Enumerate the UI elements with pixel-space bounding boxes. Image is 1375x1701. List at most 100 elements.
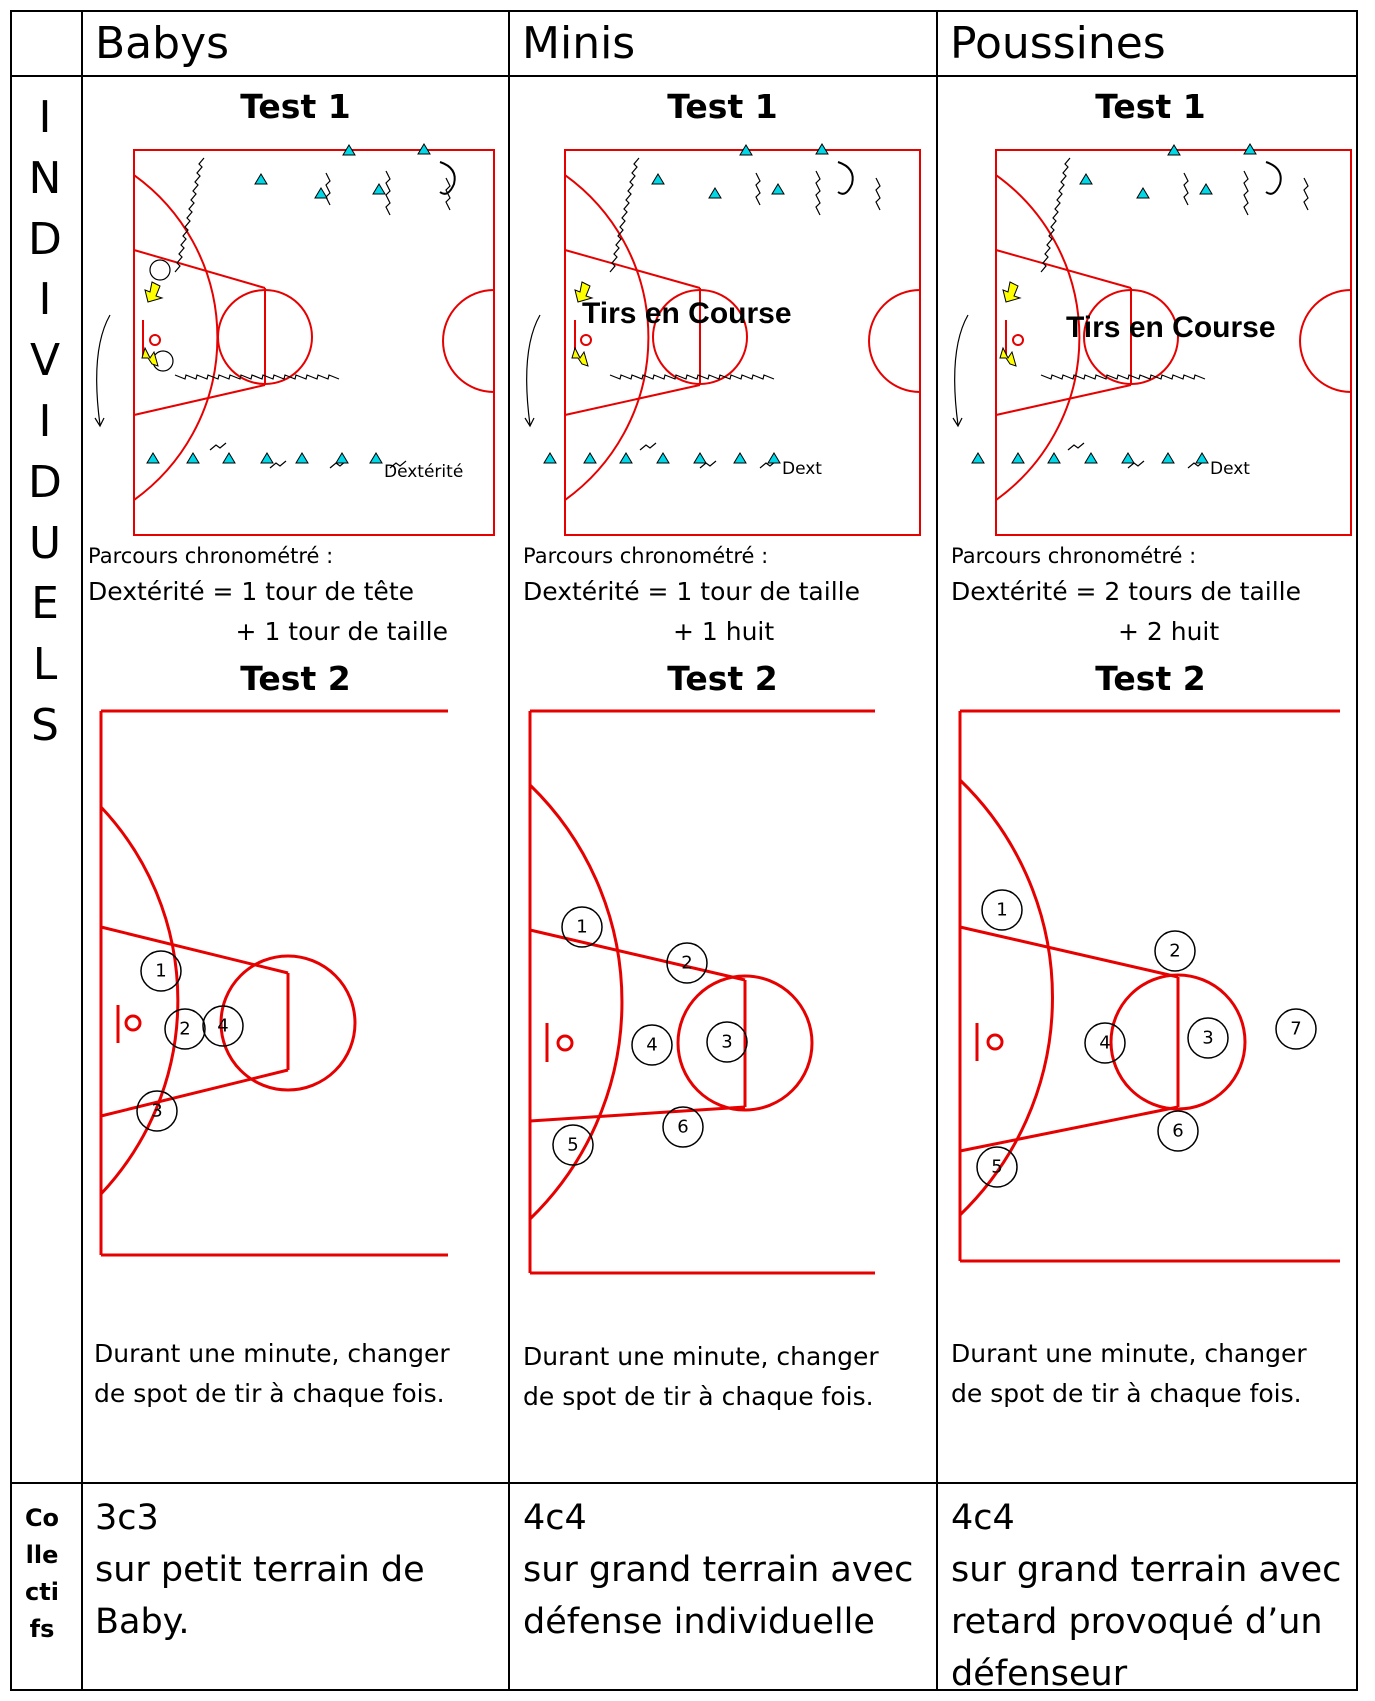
shooting-spot-4: 4 [1099, 1033, 1110, 1054]
table-border-bottom [10, 1689, 1358, 1691]
row-label-letter: I [38, 274, 52, 326]
row-label-letter: S [31, 699, 59, 751]
collectif-text-poussines: 4c4 sur grand terrain avec retard provoq… [951, 1492, 1351, 1700]
collectif-line: 3c3 [95, 1498, 159, 1538]
collectif-line: sur grand terrain avec [951, 1550, 1342, 1590]
collectif-line: 4c4 [951, 1498, 1015, 1538]
test2-caption-poussines: Durant une minute, changer de spot de ti… [951, 1334, 1351, 1414]
shooting-spot-4: 4 [646, 1035, 657, 1056]
shooting-spot-4: 4 [217, 1016, 228, 1037]
test1-overlay-label-poussines: Tirs en Course [1066, 311, 1276, 344]
collectif-text-minis: 4c4 sur grand terrain avec défense indiv… [523, 1492, 933, 1648]
caption-line: de spot de tir à chaque fois. [523, 1382, 874, 1411]
row-label-individuels: I N D I V I D U E L S [20, 88, 70, 757]
test1-overlay-label-minis: Tirs en Course [582, 297, 792, 330]
caption-line: Durant une minute, changer [94, 1339, 450, 1368]
shooting-spot-2: 2 [179, 1019, 190, 1040]
test2-court-diagram-minis: 1 2 3 4 5 6 [528, 709, 875, 1275]
collectif-line: sur petit terrain de [95, 1550, 425, 1590]
collectif-line: défense individuelle [523, 1602, 875, 1642]
test1-court-diagram-babys: Dextérité [94, 143, 495, 536]
test2-court-diagram-poussines: 1 2 3 4 5 6 7 [958, 709, 1340, 1263]
test1-caption-detail-minis: Dextérité = 1 tour de taille + 1 huit [523, 572, 933, 652]
shooting-spot-3: 3 [151, 1101, 162, 1122]
shooting-spot-7: 7 [1290, 1019, 1301, 1040]
test2-caption-babys: Durant une minute, changer de spot de ti… [94, 1334, 504, 1414]
caption-line: Dextérité = 1 tour de taille [523, 577, 860, 606]
test2-title-poussines: Test 2 [1095, 659, 1206, 698]
caption-line: Parcours chronométré : [88, 544, 334, 568]
row-label-letter: I [38, 92, 52, 143]
test2-court-diagram-babys: 1 2 3 4 [99, 709, 448, 1257]
caption-line: Dextérité = 1 tour de tête [88, 577, 415, 606]
shooting-spot-2: 2 [681, 953, 692, 974]
test1-title-poussines: Test 1 [1095, 87, 1206, 126]
row-label-letter: V [29, 335, 61, 387]
row-divider-header [10, 75, 1358, 77]
test1-court-diagram-poussines: Tirs en Course Dext [952, 143, 1352, 536]
caption-line: Durant une minute, changer [523, 1342, 879, 1371]
caption-line: de spot de tir à chaque fois. [94, 1379, 445, 1408]
test1-caption-babys: Parcours chronométré : [88, 541, 503, 571]
collectif-line: défenseur [951, 1654, 1128, 1694]
caption-line: + 2 huit [1118, 617, 1220, 646]
test2-caption-minis: Durant une minute, changer de spot de ti… [523, 1337, 933, 1417]
row-label-letter: U [28, 517, 62, 569]
dexterite-label: Dext [1210, 459, 1250, 479]
row-label-fragment: lle [25, 1541, 59, 1569]
caption-line: + 1 huit [673, 617, 775, 646]
column-divider-1 [81, 10, 83, 1691]
row-label-letter: D [28, 456, 62, 508]
caption-line: Parcours chronométré : [951, 544, 1197, 568]
caption-line: + 1 tour de taille [235, 617, 448, 646]
collectif-text-babys: 3c3 sur petit terrain de Baby. [95, 1492, 500, 1648]
dexterite-label: Dextérité [384, 462, 463, 482]
row-label-letter: N [28, 152, 62, 204]
shooting-spot-5: 5 [991, 1157, 1002, 1178]
collectif-line: Baby. [95, 1602, 190, 1642]
test1-court-diagram-minis: Tirs en Course Dext [524, 143, 921, 536]
collectif-line: 4c4 [523, 1498, 587, 1538]
row-label-letter: E [31, 578, 59, 630]
table-border-right [1356, 10, 1358, 1691]
row-label-fragment: Co [24, 1504, 60, 1532]
shooting-spot-6: 6 [677, 1117, 688, 1138]
shooting-spot-3: 3 [721, 1032, 732, 1053]
column-header-minis: Minis [522, 18, 636, 69]
collectif-line: sur grand terrain avec [523, 1550, 914, 1590]
row-label-letter: I [38, 395, 52, 447]
table-border-left [10, 10, 12, 1691]
caption-line: de spot de tir à chaque fois. [951, 1379, 1302, 1408]
test1-caption-detail-babys: Dextérité = 1 tour de tête + 1 tour de t… [88, 572, 448, 652]
shooting-spot-6: 6 [1172, 1121, 1183, 1142]
test1-caption-minis: Parcours chronométré : [523, 541, 933, 571]
column-divider-2 [508, 10, 510, 1691]
column-header-poussines: Poussines [950, 18, 1166, 69]
test1-caption-poussines: Parcours chronométré : [951, 541, 1351, 571]
column-header-babys: Babys [95, 18, 230, 69]
row-label-collectifs: Co lle cti fs [10, 1500, 74, 1648]
test1-title-minis: Test 1 [667, 87, 778, 126]
table-border-top [10, 10, 1358, 12]
caption-line: Parcours chronométré : [523, 544, 769, 568]
shooting-spot-3: 3 [1202, 1028, 1213, 1049]
shooting-spot-1: 1 [155, 961, 166, 982]
shooting-spot-1: 1 [576, 917, 587, 938]
row-label-fragment: cti [25, 1578, 59, 1606]
row-label-fragment: fs [29, 1615, 55, 1643]
row-label-letter: D [28, 213, 62, 265]
column-divider-3 [936, 10, 938, 1691]
test1-caption-detail-poussines: Dextérité = 2 tours de taille + 2 huit [951, 572, 1351, 652]
dexterite-label: Dext [782, 459, 822, 479]
row-divider-collectifs [10, 1482, 1358, 1484]
collectif-line: retard provoqué d’un [951, 1602, 1323, 1642]
caption-line: Dextérité = 2 tours de taille [951, 577, 1301, 606]
row-label-letter: L [32, 639, 58, 691]
shooting-spot-1: 1 [996, 900, 1007, 921]
caption-line: Durant une minute, changer [951, 1339, 1307, 1368]
test2-title-babys: Test 2 [240, 659, 351, 698]
shooting-spot-5: 5 [567, 1135, 578, 1156]
shooting-spot-2: 2 [1169, 941, 1180, 962]
test2-title-minis: Test 2 [667, 659, 778, 698]
test1-title-babys: Test 1 [240, 87, 351, 126]
